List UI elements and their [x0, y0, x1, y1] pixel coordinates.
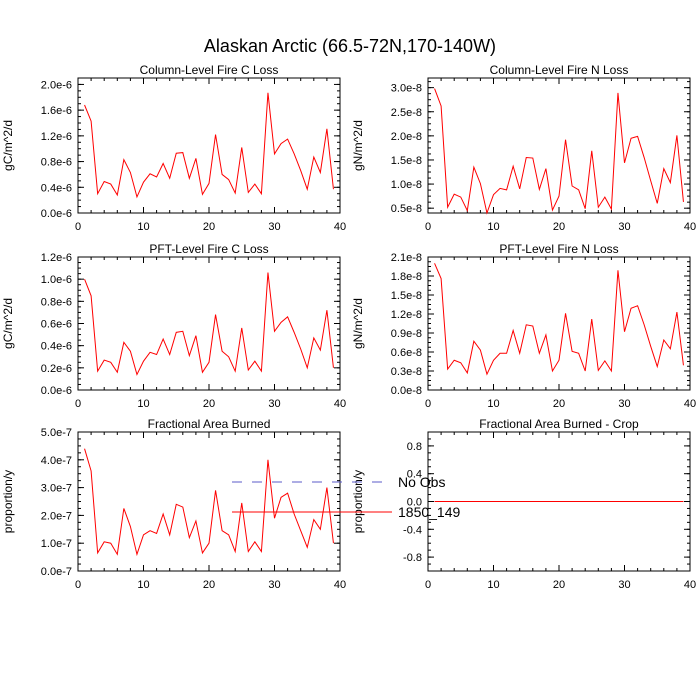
y-tick-label: 0.5e-8: [391, 203, 422, 215]
y-tick-label: 1.6e-6: [41, 105, 72, 117]
series-line-1850-149: [434, 263, 684, 376]
x-tick-label: 30: [268, 221, 280, 233]
panel-3: PFT-Level Fire N Loss gN/m^2/d 0 10 20 30 40 0.…: [351, 242, 696, 410]
x-tick-label: 40: [334, 398, 346, 410]
panel-frame: [77, 431, 341, 572]
y-tick-label: 0.0e-7: [41, 566, 72, 578]
y-tick-label: -0.4: [403, 524, 422, 536]
series-line-1850-149: [84, 272, 334, 376]
x-tick-label: 30: [618, 579, 630, 591]
panels: Column-Level Fire C Loss gC/m^2/d 0 10 20 30 4…: [1, 63, 696, 591]
y-tick-label: 0.8e-6: [41, 157, 72, 169]
y-tick-label: 2.0e-8: [391, 131, 422, 143]
y-tick-label: 1.5e-8: [391, 290, 422, 302]
y-tick-label: 0.4: [407, 469, 422, 481]
y-tick-label: 0.2e-6: [41, 363, 72, 375]
x-tick-label: 30: [268, 579, 280, 591]
x-tick-label: 20: [203, 579, 215, 591]
y-tick-label: 0.8e-6: [41, 296, 72, 308]
y-axis-label: gC/m^2/d: [1, 298, 15, 349]
panel-1: Column-Level Fire N Loss gN/m^2/d 0 10 20 30 4…: [351, 63, 696, 233]
y-tick-label: 3.0e-8: [391, 83, 422, 95]
panel-title: Fractional Area Burned: [148, 417, 271, 431]
panel-0: Column-Level Fire C Loss gC/m^2/d 0 10 20 30 4…: [1, 63, 346, 233]
y-axis-label: proportion/y: [1, 470, 15, 533]
figure-title: Alaskan Arctic (66.5-72N,170-140W): [204, 36, 496, 56]
legend-label-no-obs: No Obs: [398, 474, 445, 490]
y-axis-label: gN/m^2/d: [351, 298, 365, 349]
x-tick-label: 40: [334, 579, 346, 591]
y-tick-label: 3.0e-7: [41, 483, 72, 495]
y-tick-label: 2.0e-6: [41, 79, 72, 91]
y-tick-label: 2.0e-7: [41, 510, 72, 522]
y-tick-label: 0.0e-6: [41, 385, 72, 397]
y-tick-label: 0.4e-6: [41, 341, 72, 353]
x-tick-label: 20: [553, 221, 565, 233]
x-tick-label: 40: [684, 221, 696, 233]
x-tick-label: 20: [553, 579, 565, 591]
x-tick-label: 0: [425, 398, 431, 410]
y-tick-label: 0.0e-6: [41, 208, 72, 220]
x-tick-label: 40: [334, 221, 346, 233]
y-tick-label: 2.1e-8: [391, 252, 422, 264]
x-tick-label: 30: [618, 221, 630, 233]
y-tick-label: 0.6e-8: [391, 347, 422, 359]
y-axis-label: proportion/y: [351, 470, 365, 533]
x-tick-label: 10: [487, 398, 499, 410]
x-tick-label: 0: [425, 579, 431, 591]
y-axis-label: gN/m^2/d: [351, 120, 365, 171]
x-tick-label: 40: [684, 579, 696, 591]
panel-4: Fractional Area Burned proportion/y 0 10 20 3…: [1, 417, 346, 591]
y-tick-label: 5.0e-7: [41, 427, 72, 439]
y-tick-label: 1.8e-8: [391, 271, 422, 283]
y-tick-label: 1.2e-6: [41, 252, 72, 264]
panel-title: PFT-Level Fire N Loss: [499, 242, 618, 256]
x-tick-label: 40: [684, 398, 696, 410]
panel-5: Fractional Area Burned - Crop proportion/…: [351, 417, 696, 591]
x-tick-label: 0: [75, 398, 81, 410]
x-tick-label: 0: [425, 221, 431, 233]
x-tick-label: 10: [137, 579, 149, 591]
y-tick-label: 1.2e-6: [41, 131, 72, 143]
x-tick-label: 10: [487, 221, 499, 233]
x-tick-label: 20: [203, 398, 215, 410]
y-tick-label: 0.4e-6: [41, 182, 72, 194]
panel-title: Column-Level Fire C Loss: [140, 63, 279, 77]
y-axis-label: gC/m^2/d: [1, 120, 15, 171]
panel-title: Column-Level Fire N Loss: [490, 63, 629, 77]
series-line-1850-149: [84, 448, 334, 557]
x-tick-label: 10: [137, 398, 149, 410]
y-tick-label: 1.2e-8: [391, 309, 422, 321]
y-tick-label: -0.8: [403, 552, 422, 564]
panel-2: PFT-Level Fire C Loss gC/m^2/d 0 10 20 30 40 0.…: [1, 242, 346, 410]
panel-title: PFT-Level Fire C Loss: [149, 242, 268, 256]
y-tick-label: 0.3e-8: [391, 366, 422, 378]
x-tick-label: 30: [268, 398, 280, 410]
y-tick-label: 2.5e-8: [391, 107, 422, 119]
series-line-1850-149: [84, 92, 334, 199]
x-tick-label: 10: [137, 221, 149, 233]
y-tick-label: 1.5e-8: [391, 155, 422, 167]
x-tick-label: 20: [203, 221, 215, 233]
legend-label-1850-149: 1850_149: [398, 504, 461, 520]
y-tick-label: 0.9e-8: [391, 328, 422, 340]
series-line-1850-149: [434, 88, 684, 215]
x-tick-label: 20: [553, 398, 565, 410]
legend: No Obs 1850_149: [232, 474, 461, 520]
y-tick-label: 4.0e-7: [41, 455, 72, 467]
y-tick-label: 0.6e-6: [41, 319, 72, 331]
y-tick-label: 1.0e-6: [41, 274, 72, 286]
panel-title: Fractional Area Burned - Crop: [479, 417, 639, 431]
y-tick-label: 1.0e-8: [391, 179, 422, 191]
y-tick-label: 0.0: [407, 497, 422, 509]
x-tick-label: 30: [618, 398, 630, 410]
y-tick-label: 0.8: [407, 441, 422, 453]
y-tick-label: 1.0e-7: [41, 538, 72, 550]
y-tick-label: 0.0e-8: [391, 385, 422, 397]
panel-frame: [427, 256, 691, 391]
x-tick-label: 0: [75, 579, 81, 591]
x-tick-label: 0: [75, 221, 81, 233]
x-tick-label: 10: [487, 579, 499, 591]
